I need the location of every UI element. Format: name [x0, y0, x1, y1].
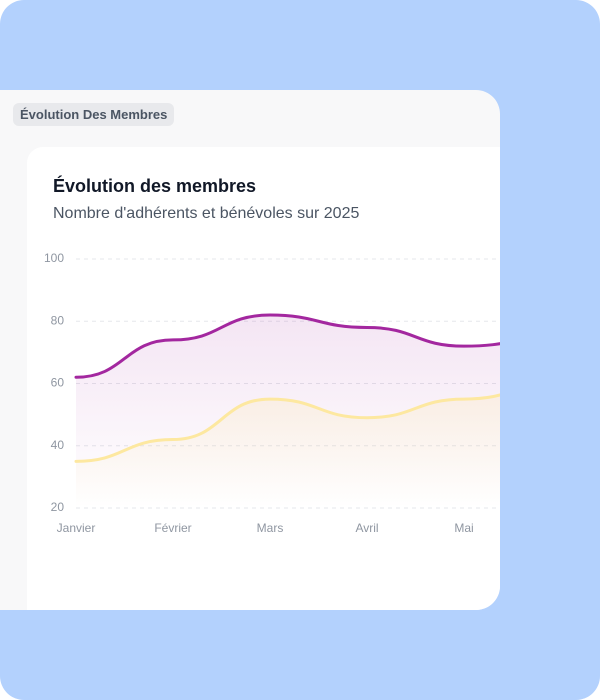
area: [76, 394, 500, 508]
y-tick-label: 60: [51, 376, 65, 390]
card: Évolution des membres Nombre d'adhérents…: [27, 147, 500, 610]
y-tick-label: 40: [51, 438, 65, 452]
x-tick-label: Février: [154, 521, 191, 535]
panel: Évolution Des Membres Évolution des memb…: [0, 90, 500, 610]
y-tick-label: 80: [51, 313, 65, 327]
x-tick-label: Avril: [355, 521, 378, 535]
tag: Évolution Des Membres: [13, 103, 175, 126]
chart: 20 40 60 80 100 Janvier Février Mars Avril Mai: [44, 251, 500, 535]
chart-title: Évolution des membres: [53, 176, 257, 196]
y-tick-label: 20: [51, 500, 65, 514]
x-tick-label: Mars: [257, 521, 284, 535]
x-tick-label: Mai: [454, 521, 473, 535]
x-tick-label: Janvier: [57, 521, 96, 535]
chart-subtitle: Nombre d'adhérents et bénévoles sur 2025: [53, 205, 360, 222]
y-tick-label: 100: [44, 251, 64, 265]
line: [74, 393, 500, 463]
line: [74, 313, 500, 379]
